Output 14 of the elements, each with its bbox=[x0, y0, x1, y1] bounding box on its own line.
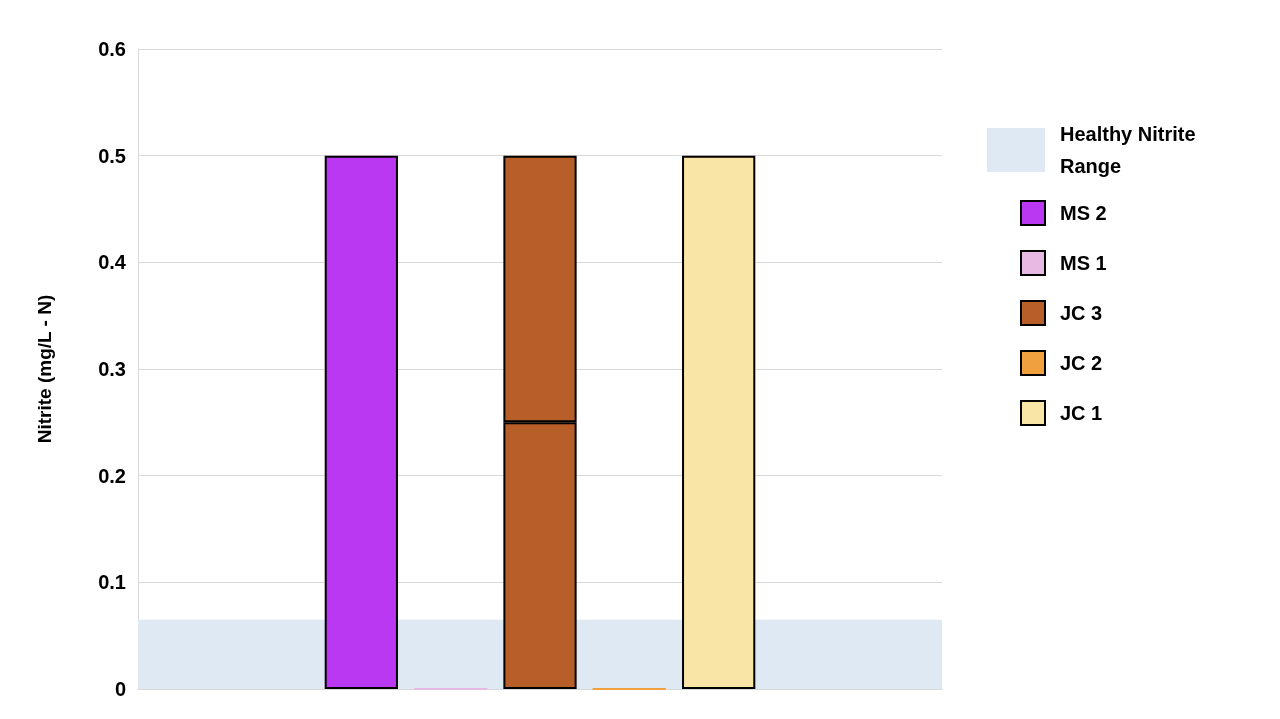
legend-label: JC 1 bbox=[1060, 402, 1103, 424]
legend-label: MS 2 bbox=[1060, 202, 1107, 224]
y-tick-label: 0.2 bbox=[98, 464, 126, 487]
legend-label: Healthy Nitrite Range bbox=[1060, 123, 1202, 177]
legend-label: JC 2 bbox=[1060, 352, 1103, 374]
legend-label: JC 3 bbox=[1060, 302, 1103, 324]
y-tick-label: 0.3 bbox=[98, 358, 126, 380]
y-tick-label: 0 bbox=[114, 678, 126, 700]
legend-label: MS 1 bbox=[1060, 252, 1107, 274]
y-tick-label: 0.4 bbox=[98, 251, 127, 274]
y-tick-label: 0.5 bbox=[98, 144, 126, 167]
y-axis-title: Nitrite (mg/L - N) bbox=[34, 294, 55, 444]
y-tick-label: 0.6 bbox=[98, 38, 126, 60]
y-tick-label: 0.1 bbox=[98, 571, 126, 594]
